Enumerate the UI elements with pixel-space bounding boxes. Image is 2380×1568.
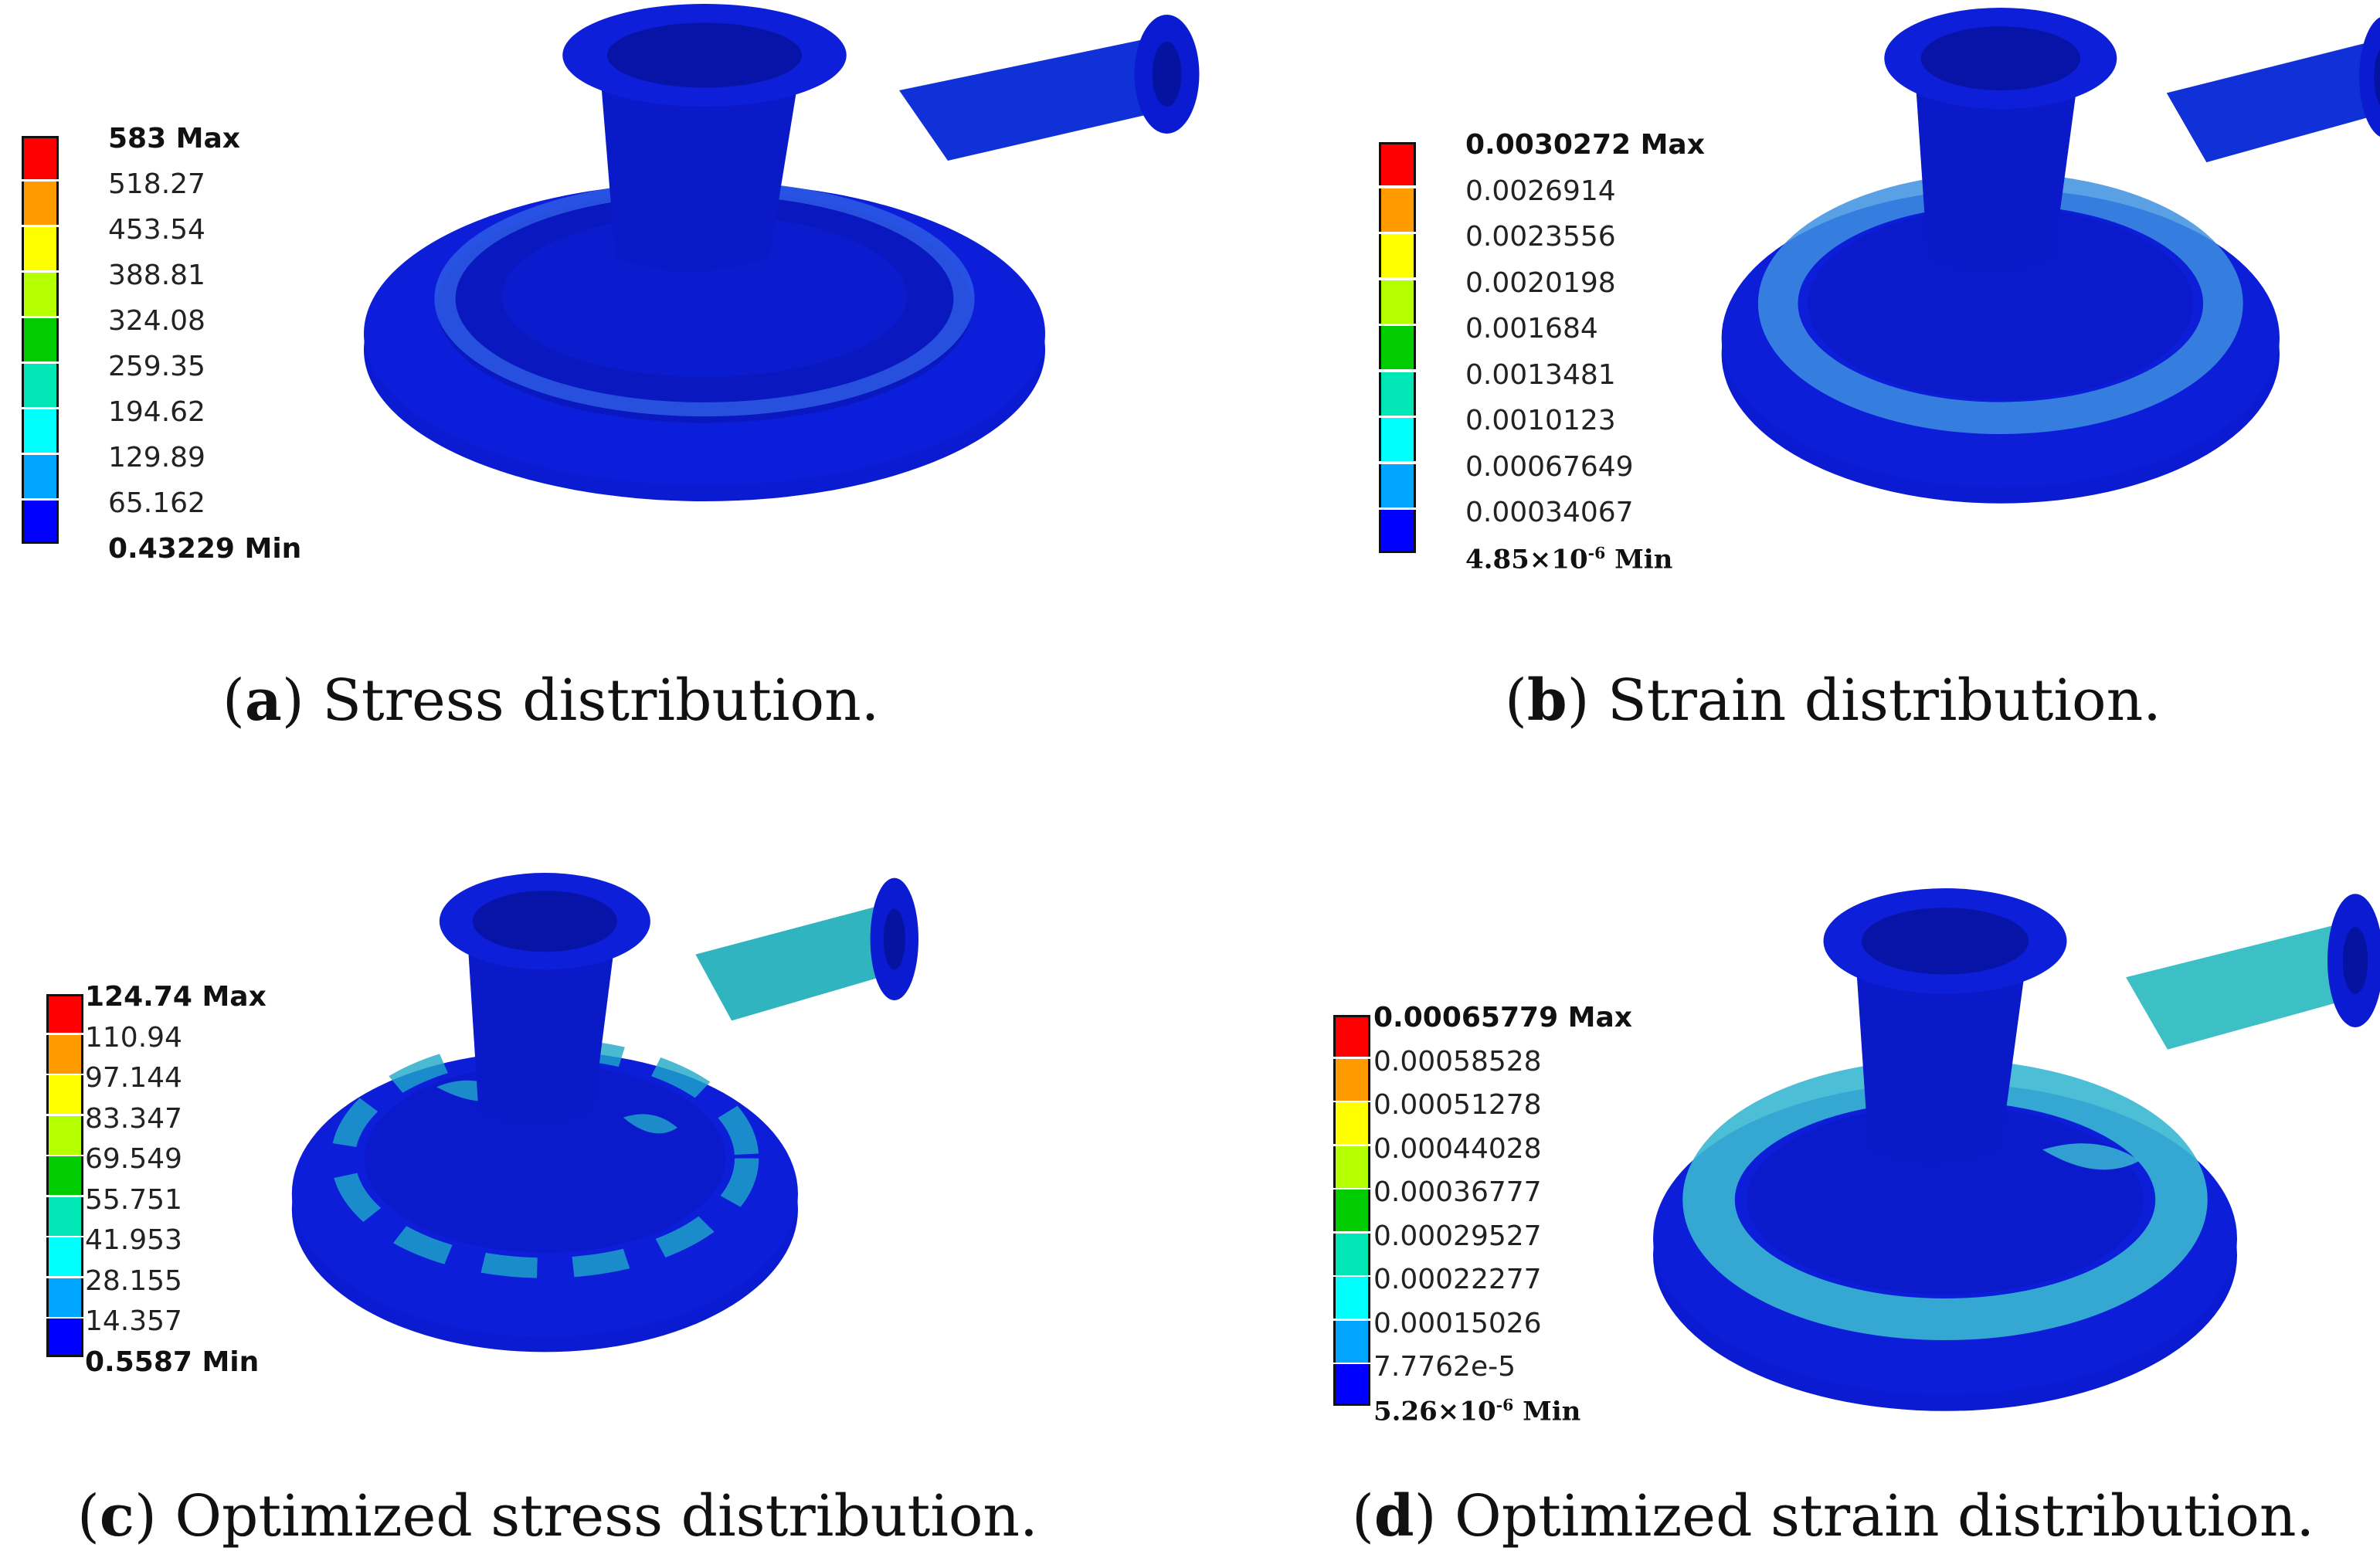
legend-label: 518.27 xyxy=(108,168,205,200)
caption-c: (c) Optimized stress distribution. xyxy=(77,1483,1038,1549)
pump-volute-strain-contour xyxy=(1721,8,2380,504)
caption-letter-d: d xyxy=(1373,1483,1414,1549)
legend-swatch xyxy=(46,1278,83,1317)
legend-swatch xyxy=(1333,1102,1370,1144)
legend-swatch xyxy=(1333,1015,1370,1057)
legend-swatch xyxy=(22,409,59,453)
legend-swatch xyxy=(1379,142,1416,185)
legend-label: 124.74 Max xyxy=(85,981,267,1013)
legend-label: 388.81 xyxy=(108,260,205,291)
caption-text-d: Optimized strain distribution. xyxy=(1455,1483,2314,1549)
legend-swatch xyxy=(22,455,59,498)
legend-label: 0.00051278 xyxy=(1373,1089,1542,1121)
caption-text-b: Strain distribution. xyxy=(1608,667,2161,734)
legend-swatch xyxy=(1333,1058,1370,1101)
legend-swatch xyxy=(22,364,59,407)
legend-label: 0.0030272 Max xyxy=(1465,129,1705,161)
legend-label: 0.001684 xyxy=(1465,313,1598,344)
legend-swatch xyxy=(46,1075,83,1114)
legend-swatch xyxy=(46,1156,83,1195)
legend-label: 129.89 xyxy=(108,442,205,473)
caption-d: (d) Optimized strain distribution. xyxy=(1352,1483,2314,1549)
legend-swatch xyxy=(1333,1320,1370,1363)
legend-swatch xyxy=(22,227,59,270)
legend-label: 0.0010123 xyxy=(1465,405,1616,436)
legend-swatch xyxy=(22,501,59,544)
legend-label: 28.155 xyxy=(85,1264,182,1297)
legend-label: 4.85×10-6 Min xyxy=(1465,543,1673,575)
caption-letter-a: a xyxy=(244,667,282,734)
panel-c: 124.74 Max 110.94 97.144 83.347 69.549 55.751… xyxy=(0,772,1190,1568)
legend-swatch xyxy=(46,1115,83,1155)
legend-swatch xyxy=(22,182,59,225)
legend-label: 83.347 xyxy=(85,1102,182,1135)
legend-label: 324.08 xyxy=(108,305,205,337)
legend-swatch xyxy=(46,994,83,1033)
legend-label: 194.62 xyxy=(108,396,205,428)
legend-swatch xyxy=(46,1034,83,1074)
legend-label: 259.35 xyxy=(108,351,205,382)
legend-label: 0.00067649 xyxy=(1465,450,1634,483)
legend-swatch xyxy=(1333,1145,1370,1188)
legend-label: 0.0023556 xyxy=(1465,221,1616,253)
legend-swatch xyxy=(1333,1233,1370,1275)
legend-label: 41.953 xyxy=(85,1224,182,1256)
caption-text-a: Stress distribution. xyxy=(322,667,880,734)
legend-label: 0.00029527 xyxy=(1373,1220,1542,1252)
panel-a: 583 Max 518.27 453.54 388.81 324.08 259.35 194… xyxy=(0,0,1200,772)
legend-swatch xyxy=(22,136,59,179)
legend-label: 0.00034067 xyxy=(1465,497,1634,528)
legend-swatch xyxy=(46,1319,83,1357)
legend-swatch xyxy=(1379,510,1416,553)
legend-label: 7.7762e-5 xyxy=(1373,1351,1516,1383)
legend-label: 97.144 xyxy=(85,1062,182,1094)
legend-label: 14.357 xyxy=(85,1305,182,1337)
legend-label: 65.162 xyxy=(108,487,205,519)
legend-label: 0.00022277 xyxy=(1373,1264,1542,1295)
caption-letter-c: c xyxy=(99,1483,134,1549)
legend-swatch xyxy=(1333,1277,1370,1319)
legend-label: 0.43229 Min xyxy=(108,533,302,565)
pump-volute-stress-contour xyxy=(364,4,1200,501)
caption-letter-b: b xyxy=(1526,667,1567,734)
legend-label: 110.94 xyxy=(85,1021,182,1054)
legend-label: 0.5587 Min xyxy=(85,1346,260,1378)
legend-swatch xyxy=(22,273,59,316)
legend-label: 0.00015026 xyxy=(1373,1307,1542,1339)
legend-label: 0.00065779 Max xyxy=(1373,1002,1632,1033)
legend-label: 0.0020198 xyxy=(1465,266,1616,299)
panel-b: 0.0030272 Max 0.0026914 0.0023556 0.0020198… xyxy=(1190,0,2380,772)
legend-swatch xyxy=(1379,234,1416,277)
legend-swatch xyxy=(1333,1190,1370,1231)
caption-text-c: Optimized stress distribution. xyxy=(175,1483,1038,1549)
legend-label: 55.751 xyxy=(85,1183,182,1216)
legend-swatch xyxy=(1333,1364,1370,1406)
legend-label: 5.26×10-6 Min xyxy=(1373,1395,1581,1427)
caption-b: (b) Strain distribution. xyxy=(1505,667,2161,734)
legend-label: 0.00058528 xyxy=(1373,1045,1542,1078)
legend-swatch xyxy=(46,1196,83,1236)
legend-swatch xyxy=(1379,463,1416,507)
legend-label: 453.54 xyxy=(108,214,205,246)
caption-a: (a) Stress distribution. xyxy=(222,667,880,734)
legend-swatch xyxy=(1379,326,1416,369)
legend-swatch xyxy=(22,318,59,361)
legend-swatch xyxy=(1379,418,1416,461)
legend-label: 69.549 xyxy=(85,1143,182,1175)
legend-swatch xyxy=(46,1237,83,1276)
legend-swatch xyxy=(1379,372,1416,416)
legend-swatch xyxy=(1379,280,1416,324)
legend-label: 0.00036777 xyxy=(1373,1176,1542,1208)
pump-volute-optimized-stress-contour xyxy=(291,873,918,1352)
legend-label: 0.0013481 xyxy=(1465,358,1616,391)
pump-volute-optimized-strain-contour xyxy=(1653,888,2380,1411)
legend-label: 0.0026914 xyxy=(1465,175,1616,207)
panel-d: 0.00065779 Max 0.00058528 0.00051278 0.0004… xyxy=(1190,772,2380,1568)
legend-label: 583 Max xyxy=(108,123,241,154)
legend-label: 0.00044028 xyxy=(1373,1132,1542,1165)
legend-swatch xyxy=(1379,188,1416,232)
